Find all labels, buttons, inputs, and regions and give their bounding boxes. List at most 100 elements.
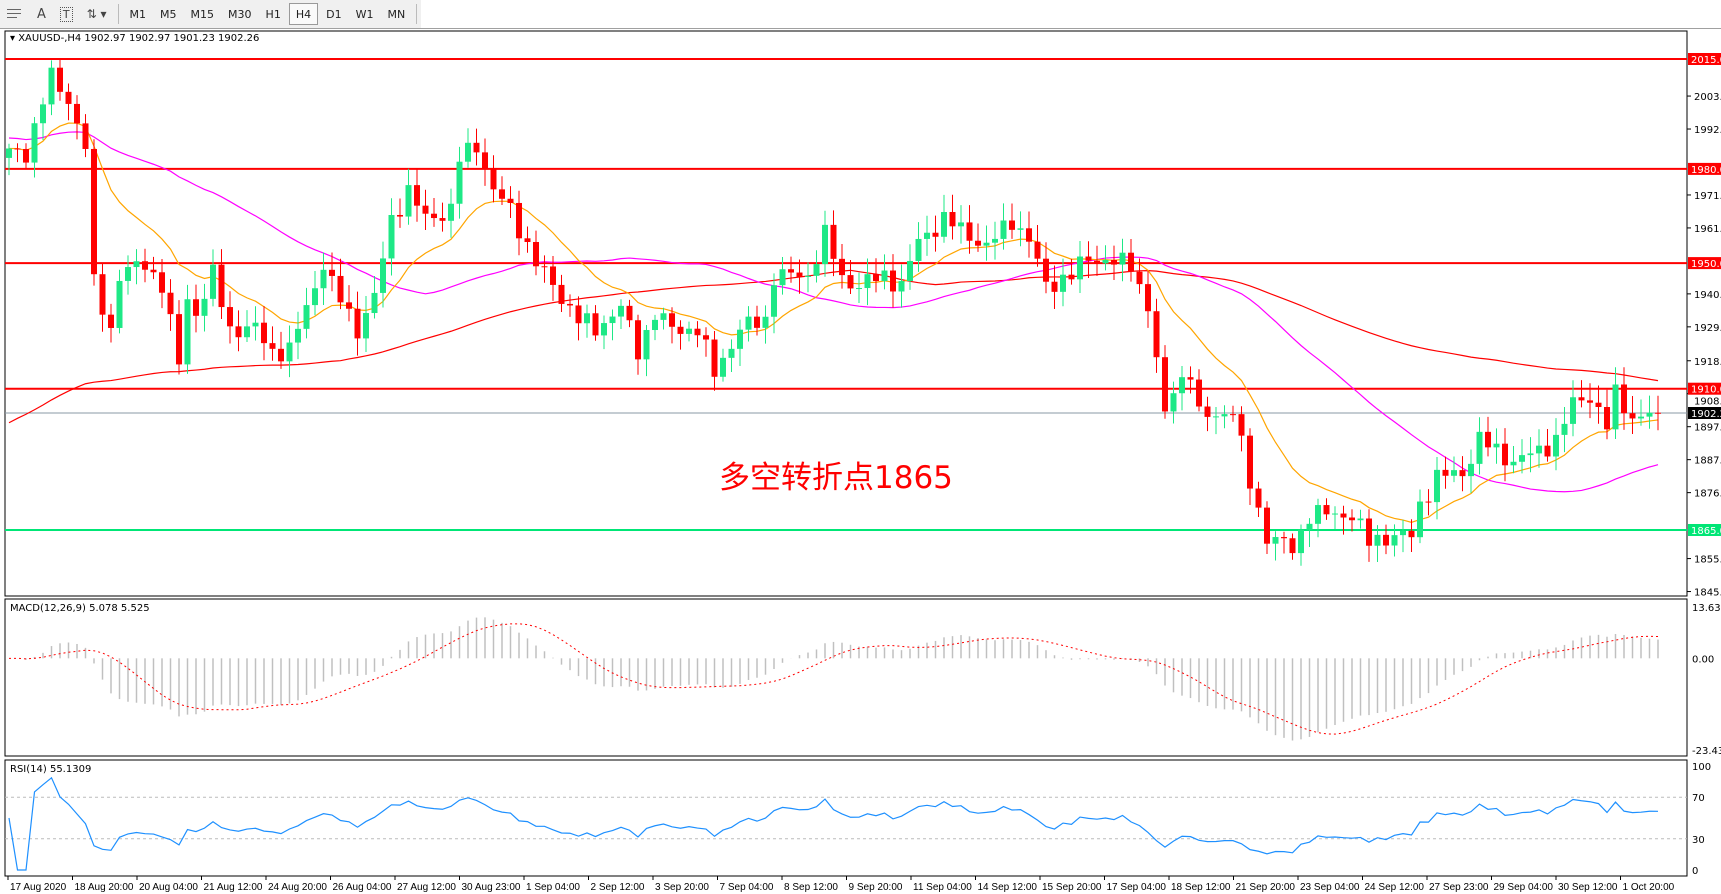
time-label: 17 Aug 2020 (10, 882, 67, 893)
text-icon[interactable]: A (31, 3, 52, 25)
time-label: 14 Sep 12:00 (978, 882, 1038, 893)
candle-body (941, 212, 947, 237)
candle-body (584, 313, 590, 324)
candle-body (958, 222, 964, 227)
candle-body (1332, 513, 1338, 515)
timeframe-m1[interactable]: M1 (129, 7, 147, 21)
candle-body (48, 67, 55, 105)
candle-body (592, 313, 599, 336)
candle-body (1468, 463, 1474, 477)
candle-body (847, 275, 854, 289)
timeframe-mn[interactable]: MN (387, 7, 406, 21)
chart-canvas[interactable]: 2003.20 1992.70 1971.70 1961.20 1940.20 1929.… (0, 28, 1721, 894)
candle-body (983, 242, 990, 246)
candle-body (1077, 256, 1083, 280)
candle-body (1145, 284, 1151, 312)
candle-body (652, 319, 658, 331)
candle-body (490, 168, 497, 190)
timeframe-m30[interactable]: M30 (228, 7, 252, 21)
candle-body (125, 267, 131, 281)
candle-body (1060, 274, 1066, 292)
arrows-icon[interactable]: ⇅ ▾ (86, 7, 107, 21)
price-tick-label: 1992.70 (1694, 125, 1721, 136)
candle-body (1196, 379, 1202, 407)
grid-icon[interactable] (1, 3, 29, 25)
candle-body (108, 314, 114, 328)
candle-body (1417, 501, 1423, 538)
candle-body (1434, 469, 1440, 503)
rsi-scale-label: 30 (1692, 835, 1705, 846)
time-label: 30 Aug 23:00 (462, 882, 521, 893)
candle-body (720, 357, 726, 377)
candle-body (1204, 406, 1211, 417)
time-label: 1 Oct 20:00 (1623, 882, 1675, 893)
candle-body (397, 214, 403, 217)
candle-body (703, 335, 709, 340)
time-label: 27 Sep 23:00 (1429, 882, 1489, 893)
candle-body (1221, 414, 1228, 417)
candle-body (473, 142, 480, 153)
candle-body (1638, 416, 1644, 419)
rsi-scale-label: 100 (1692, 762, 1711, 773)
candle-body (1026, 228, 1032, 242)
ma-mid-line (8, 131, 1659, 493)
candle-body (805, 275, 811, 277)
candle-body (966, 222, 973, 241)
candle-body (269, 343, 276, 349)
current-price-label: 1902.26 (1691, 409, 1721, 420)
candle-body (1289, 538, 1296, 554)
candle-body (1187, 377, 1194, 380)
candle-body (1153, 311, 1160, 358)
candle-body (235, 326, 242, 338)
candle-body (320, 269, 327, 289)
candle-body (898, 281, 905, 292)
candle-body (737, 329, 743, 349)
candle-body (312, 288, 318, 306)
macd-pane (4, 598, 1688, 757)
candle-body (65, 91, 72, 104)
candle-body (346, 302, 352, 309)
timeframe-d1[interactable]: D1 (326, 7, 342, 21)
timeframe-m15[interactable]: M15 (190, 7, 215, 21)
candle-body (1128, 252, 1134, 272)
candle-body (779, 269, 786, 286)
level-label-bg (1688, 382, 1721, 395)
candle-body (992, 238, 998, 243)
candle-body (303, 305, 310, 329)
candle-body (142, 261, 148, 270)
candle-body (1349, 517, 1355, 521)
candle-body (422, 205, 429, 214)
timeframe-w1[interactable]: W1 (355, 7, 374, 21)
timeframe-m5[interactable]: M5 (160, 7, 177, 21)
candle-body (1527, 453, 1534, 456)
candle-body (516, 202, 522, 239)
candle-body (822, 224, 828, 265)
candle-body (1374, 534, 1381, 546)
candle-body (507, 198, 514, 203)
toolbar-empty (421, 0, 1721, 28)
text-label-icon[interactable]: T (54, 3, 79, 25)
candle-body (388, 214, 395, 259)
candle-body (1561, 423, 1568, 435)
main-pane (4, 30, 1688, 597)
candle-body (74, 103, 80, 124)
candle-body (788, 269, 794, 273)
candle-body (201, 298, 208, 316)
candle-body (261, 322, 267, 344)
timeframe-h1[interactable]: H1 (265, 7, 281, 21)
price-tick-label: 2003.20 (1694, 92, 1721, 103)
candle-body (1425, 501, 1432, 503)
price-tick-label: 1940.20 (1694, 290, 1721, 301)
candle-body (567, 303, 573, 306)
timeframe-h4[interactable]: H4 (288, 3, 319, 25)
candle-body (1272, 537, 1279, 544)
toolbar-separator (117, 4, 119, 24)
candle-body (1085, 256, 1092, 261)
candle-body (1587, 400, 1593, 403)
candle-body (1536, 445, 1542, 454)
chart-annotation: 多空转折点1865 (719, 460, 953, 496)
candle-body (295, 328, 301, 343)
candle-body (6, 148, 12, 158)
candle-body (57, 67, 63, 92)
candle-body (456, 161, 463, 204)
